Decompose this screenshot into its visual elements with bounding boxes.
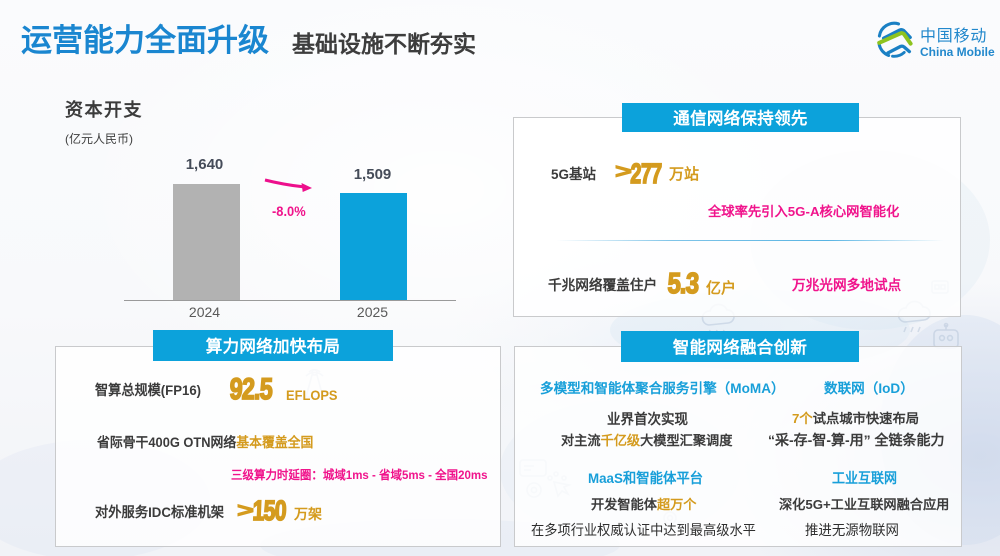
svg-text:中国移动: 中国移动: [920, 27, 987, 45]
svg-text:China Mobile: China Mobile: [920, 45, 995, 59]
